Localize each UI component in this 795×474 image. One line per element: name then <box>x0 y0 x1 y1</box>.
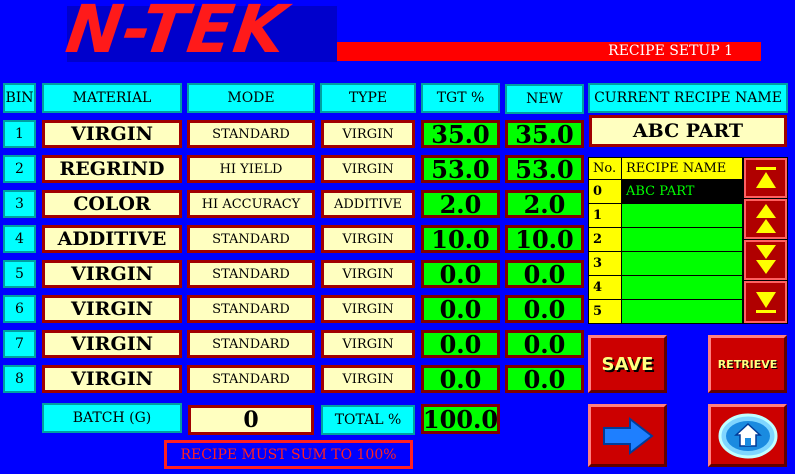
tgt-percent-field[interactable]: 0.0 <box>421 295 500 324</box>
new-percent-field[interactable]: 0.0 <box>505 330 584 359</box>
tgt-percent-field[interactable]: 10.0 <box>421 225 500 254</box>
recipe-list-item[interactable] <box>622 228 742 251</box>
type-field[interactable]: VIRGIN <box>321 330 415 358</box>
recipe-list: No. RECIPE NAME 0 ABC PART 1 2 3 4 5 <box>588 157 743 324</box>
material-field[interactable]: VIRGIN <box>42 260 182 288</box>
recipe-list-item[interactable] <box>622 204 742 227</box>
mode-field[interactable]: STANDARD <box>187 365 315 393</box>
type-field[interactable]: VIRGIN <box>321 365 415 393</box>
mode-field[interactable]: HI ACCURACY <box>187 190 315 218</box>
recipe-list-number: 4 <box>589 276 621 299</box>
recipe-list-header-no: No. <box>589 158 621 179</box>
new-percent-field[interactable]: 2.0 <box>505 190 584 219</box>
ntek-logo: N-TEK <box>61 0 292 68</box>
col-header-bin: BIN <box>3 83 36 113</box>
type-field[interactable]: VIRGIN <box>321 225 415 253</box>
col-header-new: NEW <box>505 84 584 114</box>
bin-number: 2 <box>3 155 36 183</box>
material-field[interactable]: VIRGIN <box>42 120 182 148</box>
tgt-percent-field[interactable]: 0.0 <box>421 330 500 359</box>
bin-number: 3 <box>3 190 36 218</box>
next-screen-button[interactable] <box>588 404 667 467</box>
retrieve-button[interactable]: RETRIEVE <box>708 335 787 393</box>
tgt-percent-field[interactable]: 2.0 <box>421 190 500 219</box>
type-field[interactable]: VIRGIN <box>321 295 415 323</box>
new-percent-field[interactable]: 0.0 <box>505 260 584 289</box>
mode-field[interactable]: HI YIELD <box>187 155 315 183</box>
batch-value-field[interactable]: 0 <box>188 405 314 435</box>
mode-field[interactable]: STANDARD <box>187 120 315 148</box>
scroll-to-bottom-icon <box>755 292 776 313</box>
mode-field[interactable]: STANDARD <box>187 330 315 358</box>
col-header-type: TYPE <box>320 83 416 113</box>
new-percent-field[interactable]: 0.0 <box>505 365 584 394</box>
type-field[interactable]: VIRGIN <box>321 120 415 148</box>
tgt-percent-field[interactable]: 35.0 <box>421 120 500 149</box>
page-up-button[interactable] <box>744 199 787 239</box>
mode-field[interactable]: STANDARD <box>187 295 315 323</box>
type-field[interactable]: VIRGIN <box>321 260 415 288</box>
type-field[interactable]: VIRGIN <box>321 155 415 183</box>
recipe-list-item[interactable] <box>622 276 742 299</box>
bin-number: 8 <box>3 365 36 393</box>
bin-number: 5 <box>3 260 36 288</box>
tgt-percent-field[interactable]: 53.0 <box>421 155 500 184</box>
recipe-list-scroll <box>743 157 788 324</box>
recipe-list-number: 5 <box>589 300 621 323</box>
tgt-percent-field[interactable]: 0.0 <box>421 260 500 289</box>
retrieve-button-label: RETRIEVE <box>717 357 778 371</box>
new-percent-field[interactable]: 53.0 <box>505 155 584 184</box>
scroll-to-top-icon <box>755 167 776 188</box>
arrow-right-icon <box>602 416 654 455</box>
col-header-tgt: TGT % <box>421 83 500 113</box>
total-label: TOTAL % <box>321 405 415 435</box>
new-percent-field[interactable]: 0.0 <box>505 295 584 324</box>
scroll-bottom-button[interactable] <box>744 281 787 323</box>
new-percent-field[interactable]: 10.0 <box>505 225 584 254</box>
recipe-sum-warning: RECIPE MUST SUM TO 100% <box>164 440 413 469</box>
screen-title: RECIPE SETUP 1 <box>337 42 761 61</box>
bin-number: 4 <box>3 225 36 253</box>
recipe-list-number: 2 <box>589 228 621 251</box>
material-field[interactable]: VIRGIN <box>42 295 182 323</box>
home-button[interactable] <box>708 404 787 467</box>
logo-background <box>67 6 337 62</box>
current-recipe-label: CURRENT RECIPE NAME <box>588 83 788 113</box>
col-header-material: MATERIAL <box>42 83 182 113</box>
bin-number: 1 <box>3 120 36 148</box>
current-recipe-name: ABC PART <box>589 115 787 147</box>
recipe-list-number: 1 <box>589 204 621 227</box>
bin-number: 6 <box>3 295 36 323</box>
mode-field[interactable]: STANDARD <box>187 260 315 288</box>
page-down-icon <box>755 245 776 274</box>
mode-field[interactable]: STANDARD <box>187 225 315 253</box>
col-header-mode: MODE <box>187 83 315 113</box>
batch-label: BATCH (G) <box>42 403 182 433</box>
recipe-list-number: 3 <box>589 252 621 275</box>
material-field[interactable]: REGRIND <box>42 155 182 183</box>
scroll-top-button[interactable] <box>744 158 787 198</box>
save-button[interactable]: SAVE <box>588 335 667 393</box>
recipe-list-item[interactable] <box>622 300 742 323</box>
material-field[interactable]: VIRGIN <box>42 365 182 393</box>
material-field[interactable]: VIRGIN <box>42 330 182 358</box>
page-down-button[interactable] <box>744 240 787 280</box>
recipe-list-item[interactable] <box>622 252 742 275</box>
recipe-list-number: 0 <box>589 180 621 203</box>
page-up-icon <box>755 204 776 233</box>
recipe-list-header-name: RECIPE NAME <box>622 158 742 179</box>
home-icon <box>718 413 777 458</box>
new-percent-field[interactable]: 35.0 <box>505 120 584 149</box>
recipe-list-item[interactable]: ABC PART <box>622 180 742 203</box>
type-field[interactable]: ADDITIVE <box>321 190 415 218</box>
total-percent-value: 100.0 <box>421 404 500 434</box>
material-field[interactable]: COLOR <box>42 190 182 218</box>
bin-number: 7 <box>3 330 36 358</box>
material-field[interactable]: ADDITIVE <box>42 225 182 253</box>
save-button-label: SAVE <box>601 353 654 375</box>
tgt-percent-field[interactable]: 0.0 <box>421 365 500 394</box>
